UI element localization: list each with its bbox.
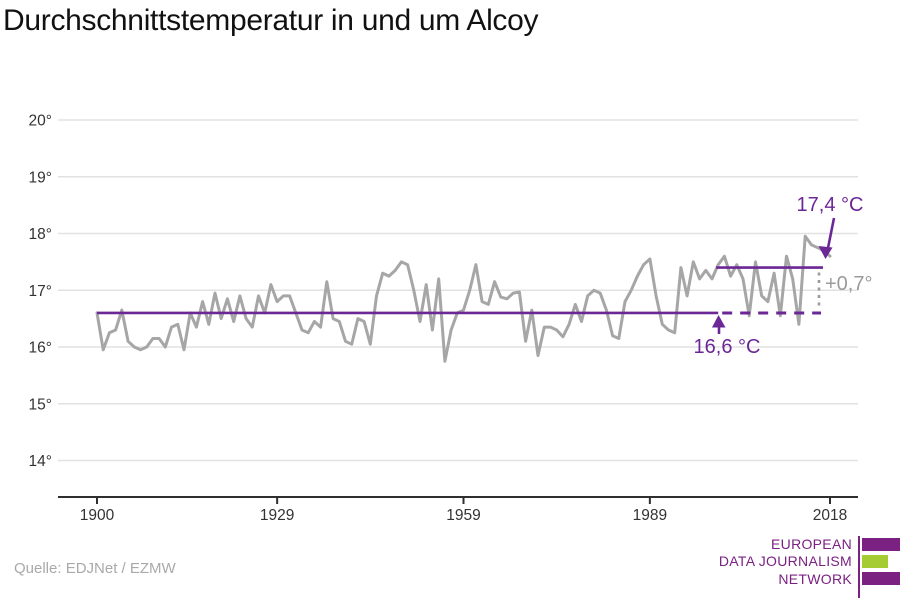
recent-value-label: 17,4 °C [797,194,864,216]
x-tick-label: 1900 [80,507,115,524]
temperature-line [95,234,832,363]
logo-bars-icon [862,538,900,589]
y-tick-label: 16° [29,340,52,357]
logo-bar-middle [862,555,888,568]
logo-bar-bottom [862,572,900,585]
arrow-down-icon [818,246,833,259]
arrow-up-icon [712,315,726,328]
logo-line-network: NETWORK [778,570,852,587]
edjnet-logo-text: EUROPEAN DATA JOURNALISM NETWORK [719,536,852,588]
x-tick-label: 1959 [446,507,480,524]
x-tick-label: 1929 [260,507,294,524]
y-tick-label: 14° [29,453,52,470]
page-title: Durchschnittstemperatur in und um Alcoy [3,4,539,37]
logo-bar-top [862,538,900,551]
x-tick-label: 1989 [633,507,667,524]
y-tick-label: 17° [29,283,52,300]
edjnet-logo: EUROPEAN DATA JOURNALISM NETWORK [719,536,900,598]
y-tick-label: 18° [29,226,52,243]
baseline-value-label: 16,6 °C [694,336,761,358]
logo-divider [858,536,860,598]
delta-value-label: +0,7° [825,273,872,295]
y-tick-label: 19° [29,169,52,186]
x-tick-label: 2018 [813,507,847,524]
logo-line-datajournalism: DATA JOURNALISM [718,553,852,570]
y-tick-label: 15° [29,396,52,413]
logo-line-european: EUROPEAN [771,536,852,552]
y-tick-label: 20° [29,113,52,130]
arrow-down-line [826,217,836,249]
source-note: Quelle: EDJNet / EZMW [14,560,176,577]
